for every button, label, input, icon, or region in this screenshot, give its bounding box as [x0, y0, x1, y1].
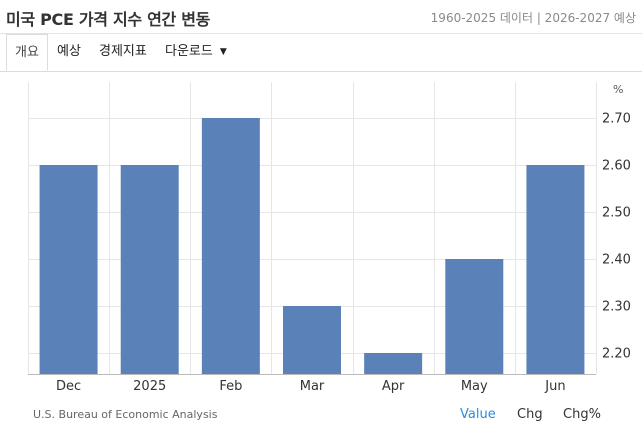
chart-area: 2.20 2.30 2.40 2.50 2.60 2.70% Dec 2025 Feb Mar Ap…	[0, 72, 642, 446]
caret-down-icon: ▼	[219, 47, 227, 57]
bar-mar	[283, 306, 341, 374]
tab-bar: 개요 예상 경제지표 다운로드 ▼	[0, 34, 642, 72]
chart-header: 미국 PCE 가격 지수 연간 변동 1960-2025 데이터 | 2026-…	[0, 0, 642, 34]
chg-toggle[interactable]: Chg	[517, 407, 543, 422]
x-tick-label: May	[461, 379, 488, 394]
tab-overview[interactable]: 개요	[6, 34, 48, 71]
bar-dec	[39, 165, 98, 374]
y-tick-label: 2.40	[602, 253, 631, 268]
y-tick-label: 2.60	[602, 159, 631, 174]
tab-indicators[interactable]: 경제지표	[99, 44, 147, 59]
y-tick-label: 2.30	[602, 300, 631, 315]
tab-download-label: 다운로드	[165, 44, 213, 59]
bar-apr	[364, 353, 423, 374]
tab-forecast[interactable]: 예상	[57, 44, 81, 59]
bar-jun	[526, 165, 585, 374]
y-tick-label: 2.50	[602, 206, 631, 221]
x-tick-label: Dec	[56, 379, 81, 394]
y-tick-label: 2.70	[602, 112, 631, 127]
chart-title: 미국 PCE 가격 지수 연간 변동	[6, 10, 211, 29]
source-label: U.S. Bureau of Economic Analysis	[33, 408, 218, 421]
x-tick-label: Jun	[544, 379, 565, 394]
value-toggle[interactable]: Value	[460, 407, 496, 422]
bar-may	[445, 259, 504, 374]
x-tick-label: Feb	[219, 379, 242, 394]
chg-percent-toggle[interactable]: Chg%	[563, 407, 601, 422]
bar-2025	[120, 165, 179, 374]
y-tick-label: 2.20	[602, 347, 631, 362]
x-tick-label: 2025	[133, 379, 166, 394]
x-tick-label: Apr	[382, 379, 405, 394]
bar-chart: 2.20 2.30 2.40 2.50 2.60 2.70% Dec 2025 Feb Mar Ap…	[28, 82, 631, 394]
bar-feb	[201, 118, 260, 374]
x-tick-label: Mar	[300, 379, 325, 394]
y-unit-label: %	[613, 83, 623, 96]
data-range-subtitle: 1960-2025 데이터 | 2026-2027 예상	[430, 11, 636, 25]
tab-download[interactable]: 다운로드 ▼	[165, 34, 227, 71]
